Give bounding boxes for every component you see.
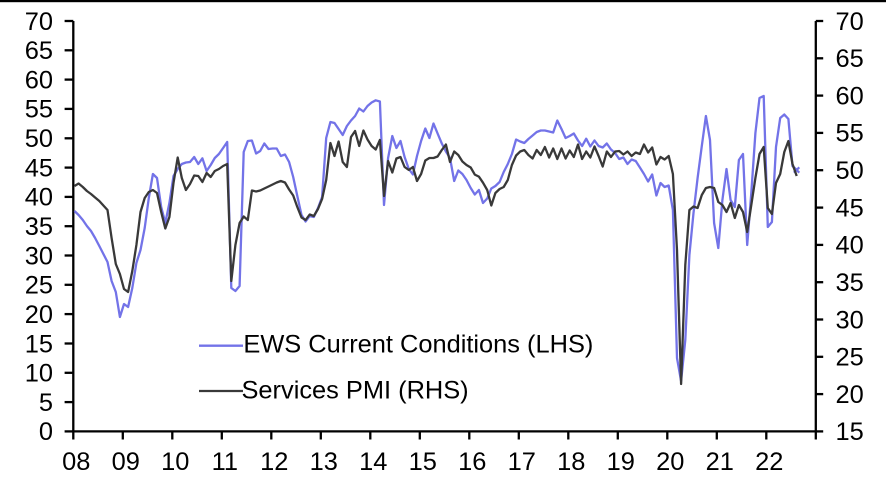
svg-text:12: 12	[260, 448, 288, 476]
svg-text:45: 45	[25, 154, 53, 182]
svg-text:70: 70	[836, 8, 864, 36]
svg-text:30: 30	[25, 242, 53, 270]
svg-text:35: 35	[836, 269, 864, 297]
svg-text:10: 10	[161, 448, 189, 476]
svg-text:55: 55	[25, 96, 53, 124]
svg-text:18: 18	[557, 448, 585, 476]
svg-text:08: 08	[62, 448, 90, 476]
svg-text:13: 13	[310, 448, 338, 476]
svg-text:50: 50	[836, 157, 864, 185]
svg-text:20: 20	[25, 301, 53, 329]
svg-text:50: 50	[25, 125, 53, 153]
svg-text:30: 30	[836, 306, 864, 334]
svg-text:10: 10	[25, 360, 53, 388]
svg-text:17: 17	[508, 448, 536, 476]
svg-text:15: 15	[836, 418, 864, 446]
svg-text:70: 70	[25, 8, 53, 36]
svg-text:45: 45	[836, 194, 864, 222]
svg-text:65: 65	[836, 45, 864, 73]
svg-text:60: 60	[25, 66, 53, 94]
svg-text:15: 15	[25, 330, 53, 358]
svg-text:Services PMI (RHS): Services PMI (RHS)	[242, 376, 469, 404]
svg-text:EWS Current Conditions (LHS): EWS Current Conditions (LHS)	[243, 331, 593, 359]
svg-text:11: 11	[212, 448, 238, 476]
svg-text:65: 65	[25, 37, 53, 65]
svg-text:16: 16	[458, 448, 486, 476]
svg-text:22: 22	[755, 448, 783, 476]
svg-text:35: 35	[25, 213, 53, 241]
svg-text:25: 25	[25, 272, 53, 300]
svg-text:40: 40	[25, 184, 53, 212]
svg-text:09: 09	[112, 448, 140, 476]
svg-text:5: 5	[39, 389, 53, 417]
svg-text:40: 40	[836, 232, 864, 260]
svg-text:21: 21	[706, 448, 734, 476]
svg-text:20: 20	[836, 381, 864, 409]
svg-text:0: 0	[39, 418, 53, 446]
svg-text:60: 60	[836, 82, 864, 110]
svg-text:15: 15	[409, 448, 437, 476]
svg-text:19: 19	[607, 448, 635, 476]
svg-text:14: 14	[359, 448, 387, 476]
svg-text:55: 55	[836, 120, 864, 148]
svg-text:20: 20	[656, 448, 684, 476]
svg-text:25: 25	[836, 344, 864, 372]
